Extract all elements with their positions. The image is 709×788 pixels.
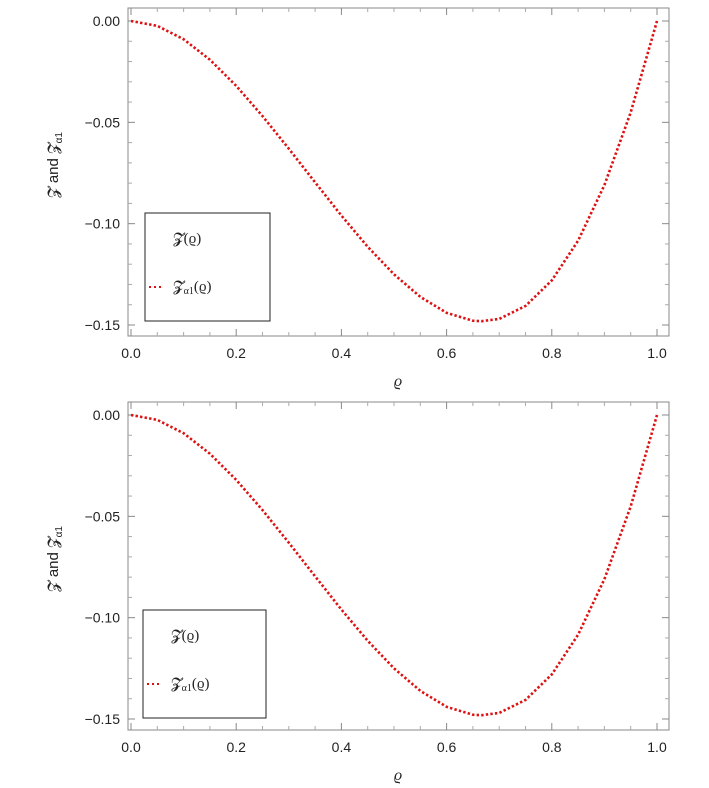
chart-top: 0.0 0.2 0.4 0.6 0.8 1.0 0.00 −0.05 −0.10 −0.15 ϱ 𝓩 … bbox=[45, 7, 670, 390]
y-tick-label: −0.05 bbox=[85, 508, 121, 524]
x-tick-label: 0.0 bbox=[121, 739, 141, 755]
legend-label-z-alpha1: 𝓩α1(ϱ) bbox=[171, 676, 210, 694]
x-axis-label: ϱ bbox=[394, 767, 402, 784]
legend-label-sub: α1 bbox=[182, 683, 192, 694]
x-tick-label: 0.8 bbox=[542, 739, 562, 755]
y-tick-label: 0.00 bbox=[93, 13, 120, 29]
plot-frame bbox=[127, 7, 670, 337]
legend-box bbox=[144, 212, 271, 322]
x-tick-label: 0.4 bbox=[332, 739, 352, 755]
legend: 𝓩(ϱ)𝓩α1(ϱ) bbox=[142, 609, 267, 719]
y-axis-label-sub: α1 bbox=[54, 526, 65, 538]
legend-label-z: 𝓩(ϱ) bbox=[173, 231, 201, 247]
y-tick-label: 0.00 bbox=[93, 407, 120, 423]
y-tick-label: −0.10 bbox=[85, 216, 121, 232]
x-axis-label: ϱ bbox=[394, 373, 402, 390]
series-line-z-alpha1 bbox=[130, 413, 659, 717]
chart-bottom: 0.0 0.2 0.4 0.6 0.8 1.0 0.00 −0.05 −0.10 −0.15 ϱ 𝓩 … bbox=[45, 401, 670, 784]
legend-label-z: 𝓩(ϱ) bbox=[171, 628, 199, 644]
x-tick-label: 0.6 bbox=[437, 739, 457, 755]
x-tick-label: 0.2 bbox=[226, 345, 246, 361]
x-tick-label: 0.2 bbox=[226, 739, 246, 755]
y-tick-label: −0.10 bbox=[85, 610, 121, 626]
y-tick-label: −0.15 bbox=[85, 711, 121, 727]
x-tick-label: 0.6 bbox=[437, 345, 457, 361]
legend-box bbox=[142, 609, 267, 719]
x-tick-label: 0.0 bbox=[121, 345, 141, 361]
legend-label-tail: (ϱ) bbox=[194, 279, 212, 295]
legend-label-z-alpha1: 𝓩α1(ϱ) bbox=[173, 279, 212, 297]
x-tick-label: 1.0 bbox=[647, 739, 667, 755]
y-axis-label: 𝓩 and 𝓩α1 bbox=[45, 132, 65, 198]
plot-frame bbox=[127, 401, 670, 731]
x-tick-label: 0.8 bbox=[542, 345, 562, 361]
y-axis-label: 𝓩 and 𝓩α1 bbox=[45, 526, 65, 592]
legend-label-tail: (ϱ) bbox=[192, 676, 210, 692]
y-axis-label-sub: α1 bbox=[54, 132, 65, 144]
legend-label-main: 𝓩(ϱ) bbox=[171, 628, 199, 644]
y-tick-label: −0.15 bbox=[85, 317, 121, 333]
legend-label-sub: α1 bbox=[184, 286, 194, 297]
x-tick-label: 0.4 bbox=[332, 345, 352, 361]
y-axis-label-main: 𝓩 and 𝓩 bbox=[45, 141, 62, 198]
series-line-z-alpha1 bbox=[130, 19, 659, 323]
legend: 𝓩(ϱ)𝓩α1(ϱ) bbox=[144, 212, 271, 322]
legend-label-main: 𝓩(ϱ) bbox=[173, 231, 201, 247]
y-tick-label: −0.05 bbox=[85, 114, 121, 130]
legend-label-main: 𝓩 bbox=[171, 676, 184, 692]
y-axis-label-main: 𝓩 and 𝓩 bbox=[45, 535, 62, 592]
x-tick-label: 1.0 bbox=[647, 345, 667, 361]
legend-label-main: 𝓩 bbox=[173, 279, 186, 295]
